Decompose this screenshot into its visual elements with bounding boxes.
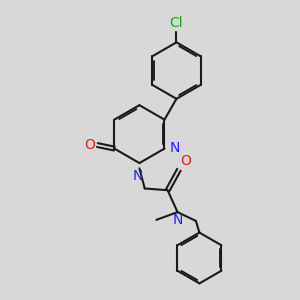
Text: O: O — [180, 154, 191, 168]
Text: N: N — [133, 169, 143, 183]
Text: Cl: Cl — [170, 16, 183, 30]
Text: O: O — [84, 138, 95, 152]
Text: N: N — [172, 213, 183, 227]
Text: N: N — [169, 141, 180, 155]
